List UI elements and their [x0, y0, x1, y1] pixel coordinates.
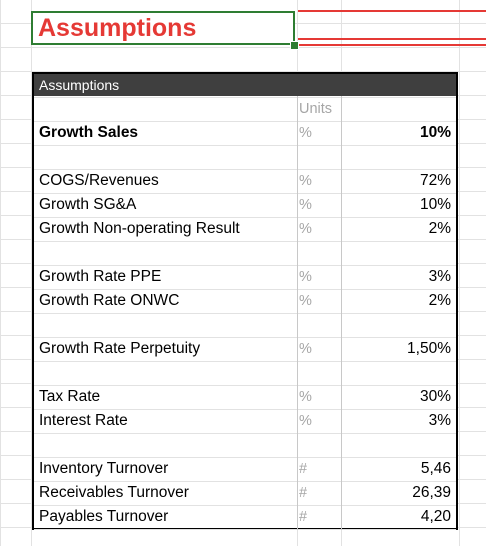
row-value: 2% — [428, 292, 451, 309]
row-label: Interest Rate — [39, 412, 128, 429]
row-value: 72% — [419, 172, 451, 189]
row-label: Growth Rate Perpetuity — [39, 340, 201, 357]
row-label: Growth Rate ONWC — [39, 292, 180, 309]
row-label: COGS/Revenues — [39, 172, 159, 189]
row-value: 26,39 — [412, 484, 451, 501]
assumptions-table: Assumptions Units Growth Sales % 10% COG… — [32, 72, 458, 530]
column-divider — [31, 0, 32, 546]
row-label: Tax Rate — [39, 388, 101, 405]
row-value: 3% — [428, 268, 451, 285]
table-row-lines — [34, 96, 456, 530]
row-label: Inventory Turnover — [39, 460, 169, 477]
row-unit: % — [299, 125, 312, 141]
row-unit: # — [299, 461, 308, 477]
row-unit: % — [299, 293, 312, 309]
row-unit: % — [299, 173, 312, 189]
row-unit: % — [299, 341, 312, 357]
row-value: 30% — [419, 388, 451, 405]
row-label: Growth Non-operating Result — [39, 220, 240, 237]
row-value: 10% — [419, 124, 451, 141]
column-divider — [459, 0, 460, 546]
row-unit: % — [299, 389, 312, 405]
row-value: 3% — [428, 412, 451, 429]
row-label: Growth Rate PPE — [39, 268, 162, 285]
row-unit: % — [299, 197, 312, 213]
row-value: 10% — [419, 196, 451, 213]
row-value: 5,46 — [420, 460, 451, 477]
decorative-line — [298, 10, 486, 12]
row-label: Growth Sales — [39, 124, 139, 141]
units-column-divider — [297, 96, 298, 530]
decorative-line — [298, 38, 486, 40]
row-value: 2% — [428, 220, 451, 237]
units-header[interactable]: Units — [299, 101, 333, 117]
decorative-line — [298, 44, 486, 46]
row-value: 4,20 — [420, 508, 451, 525]
row-unit: % — [299, 413, 312, 429]
row-value: 1,50% — [407, 340, 451, 357]
sheet-title: Assumptions — [38, 13, 197, 42]
row-unit: % — [299, 221, 312, 237]
row-unit: # — [299, 509, 308, 525]
values-column-divider — [341, 96, 342, 530]
row-unit: % — [299, 269, 312, 285]
table-header: Assumptions — [34, 74, 456, 96]
row-label: Receivables Turnover — [39, 484, 189, 501]
fill-handle[interactable] — [290, 41, 299, 50]
selected-title-cell[interactable]: Assumptions — [31, 11, 295, 45]
table-header-label: Assumptions — [39, 77, 120, 93]
row-label: Growth SG&A — [39, 196, 137, 213]
row-unit: # — [299, 485, 308, 501]
row-label: Payables Turnover — [39, 508, 169, 525]
